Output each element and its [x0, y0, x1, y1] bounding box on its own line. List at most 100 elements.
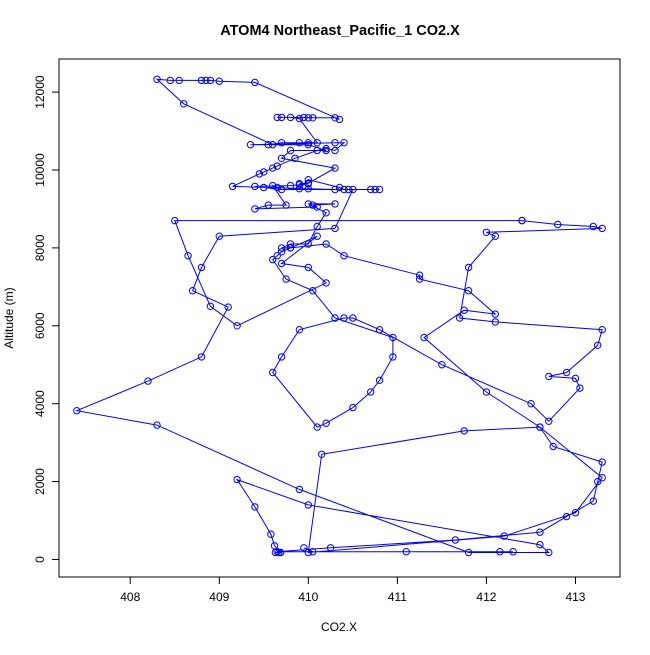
data-point [264, 141, 272, 149]
data-point [545, 417, 553, 425]
data-point [277, 244, 286, 252]
data-point [536, 423, 544, 431]
y-tick-label: 2000 [33, 468, 47, 495]
data-point [340, 185, 348, 194]
x-tick-label: 410 [298, 590, 318, 604]
data-point [273, 252, 281, 260]
data-point [571, 374, 580, 383]
data-point [322, 144, 330, 153]
data-point [545, 372, 553, 381]
data-point [589, 497, 597, 505]
data-point [304, 501, 312, 509]
y-tick-label: 10000 [33, 153, 47, 187]
data-point [197, 263, 206, 272]
data-point [331, 185, 339, 194]
data-point [456, 314, 464, 322]
data-point [322, 146, 330, 155]
data-point [304, 179, 312, 187]
data-point [536, 541, 544, 549]
data-point [594, 341, 602, 349]
data-point [304, 548, 312, 557]
data-point [202, 76, 210, 85]
data-point [166, 76, 175, 85]
data-point [215, 77, 224, 85]
data-point [389, 353, 397, 361]
data-point [206, 302, 215, 310]
data-point [371, 185, 379, 194]
data-point [286, 181, 295, 190]
data-point [482, 388, 491, 396]
data-point [331, 164, 339, 172]
data-point [304, 185, 312, 193]
data-point [273, 162, 281, 170]
data-point [313, 146, 321, 155]
data-point [482, 228, 491, 237]
data-point [313, 203, 321, 211]
data-point [304, 263, 312, 272]
data-point [295, 485, 304, 494]
data-point [331, 146, 339, 155]
data-point [277, 185, 286, 194]
data-point [402, 548, 410, 556]
y-tick-label: 0 [33, 556, 47, 563]
data-point [304, 141, 312, 149]
data-point [309, 201, 317, 209]
data-point [269, 255, 277, 264]
data-point [389, 333, 397, 342]
data-point [295, 326, 304, 334]
data-point [251, 78, 259, 87]
data-point [562, 512, 571, 521]
data-point [184, 252, 192, 260]
data-point [309, 548, 317, 556]
data-point [509, 548, 517, 556]
data-point [496, 548, 504, 556]
data-point [331, 139, 339, 147]
data-point [562, 368, 571, 377]
x-tick-label: 412 [476, 590, 496, 604]
data-point [286, 113, 295, 122]
data-point [267, 530, 275, 538]
data-point [264, 201, 272, 209]
data-point [322, 419, 330, 427]
data-point [438, 361, 446, 369]
y-axis: 0 2000 4000 6000 8000 10000 12000 [33, 75, 59, 563]
data-point [491, 232, 499, 240]
data-point [598, 458, 606, 466]
data-point [322, 279, 330, 287]
data-point [420, 333, 428, 342]
data-point [197, 76, 206, 85]
data-point [340, 252, 348, 260]
data-series [73, 75, 606, 557]
data-point [269, 181, 277, 190]
data-point [260, 183, 268, 192]
y-tick-label: 4000 [33, 390, 47, 417]
data-point [251, 205, 259, 213]
data-point [197, 353, 206, 361]
data-point [295, 139, 304, 147]
data-point [576, 384, 584, 392]
data-point [273, 113, 281, 122]
data-point [304, 200, 312, 208]
x-axis: 408 409 410 411 412 413 [120, 577, 586, 604]
data-point [291, 154, 299, 163]
data-point [270, 542, 279, 550]
data-point [326, 544, 335, 552]
data-point [594, 477, 602, 486]
data-point [349, 185, 357, 194]
data-point [180, 100, 188, 108]
data-point [215, 232, 224, 240]
data-point [277, 259, 286, 268]
data-point [282, 275, 290, 283]
data-point [304, 176, 312, 184]
data-point [331, 200, 339, 208]
data-point [340, 314, 348, 322]
data-point [464, 548, 473, 557]
x-tick-label: 408 [120, 590, 140, 604]
data-point [460, 306, 468, 314]
data-point [331, 314, 339, 322]
data-point [295, 179, 304, 188]
data-point [500, 532, 508, 540]
data-point [260, 168, 268, 176]
